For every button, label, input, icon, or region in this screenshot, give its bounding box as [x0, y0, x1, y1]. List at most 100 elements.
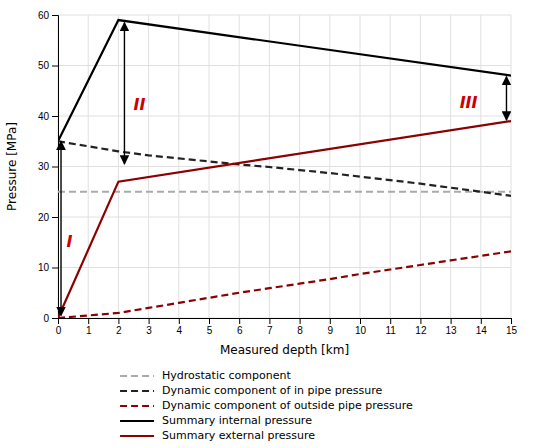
x-tick: 6: [237, 318, 243, 336]
x-tick-label: 13: [446, 325, 458, 336]
series-line: [58, 191, 511, 193]
series-line: [58, 141, 511, 196]
x-tick: 9: [328, 318, 334, 336]
x-tick-label: 8: [297, 325, 303, 336]
x-tick-label: 2: [116, 325, 122, 336]
grid-line-y: [58, 267, 511, 268]
legend-label: Summary external pressure: [162, 429, 315, 442]
legend-swatch: [120, 405, 154, 407]
y-axis: 0 10 20 30 40 50 60: [38, 10, 59, 324]
y-tick-mark: [52, 268, 58, 269]
legend-swatch: [120, 390, 154, 392]
series-line: [58, 121, 511, 318]
annotation-label: I: [66, 232, 72, 251]
x-tick-mark: [330, 318, 331, 324]
y-tick-label: 0: [43, 313, 49, 324]
y-tick: 60: [38, 10, 58, 21]
x-tick-mark: [269, 318, 270, 324]
grid-line-y: [58, 15, 511, 16]
x-tick: 12: [415, 318, 427, 336]
x-tick-mark: [360, 318, 361, 324]
y-tick: 30: [38, 161, 58, 172]
legend-item: Summary internal pressure: [120, 414, 312, 427]
annotation-arrow: [506, 77, 507, 120]
x-tick-label: 0: [56, 325, 62, 336]
x-tick: 14: [476, 318, 488, 336]
annotations: IIIIII: [61, 23, 506, 316]
series-line: [58, 20, 511, 141]
y-tick-label: 10: [38, 262, 50, 273]
legend-label: Dynamic component of outside pipe pressu…: [162, 399, 413, 412]
x-tick-label: 15: [506, 325, 518, 336]
x-tick-label: 3: [146, 325, 152, 336]
x-tick: 4: [177, 318, 183, 336]
legend-item: Summary external pressure: [120, 429, 315, 442]
y-tick-label: 40: [38, 111, 50, 122]
y-tick-mark: [52, 66, 58, 67]
x-tick-mark: [300, 318, 301, 324]
y-tick-label: 50: [38, 60, 50, 71]
y-tick: 10: [38, 262, 58, 273]
legend-label: Hydrostatic component: [162, 369, 291, 382]
x-tick-label: 12: [415, 325, 427, 336]
x-tick-mark: [88, 318, 89, 324]
plot: 01234567891011121314150102030405060IIIII…: [38, 10, 518, 336]
x-tick-label: 1: [86, 325, 92, 336]
y-tick: 20: [38, 212, 58, 223]
y-tick-label: 20: [38, 212, 50, 223]
grid: [58, 15, 511, 318]
grid-line-y: [58, 116, 511, 117]
y-tick: 50: [38, 60, 58, 71]
y-tick-mark: [52, 217, 58, 218]
legend: Hydrostatic component Dynamic component o…: [120, 369, 413, 442]
y-tick: 40: [38, 111, 58, 122]
y-axis-title: Pressure [MPa]: [5, 122, 19, 211]
annotation-arrow: [60, 141, 61, 315]
annotation-label: III: [460, 93, 478, 112]
x-tick-mark: [390, 318, 391, 324]
lines: [58, 20, 511, 318]
x-tick: 11: [386, 318, 397, 336]
legend-item: Dynamic component of outside pipe pressu…: [120, 399, 413, 412]
chart: 01234567891011121314150102030405060IIIII…: [0, 0, 533, 448]
x-tick-mark: [149, 318, 150, 324]
x-tick: 2: [116, 318, 122, 336]
y-tick-mark: [52, 167, 58, 168]
legend-swatch: [120, 375, 154, 377]
y-tick: 0: [43, 313, 58, 324]
x-tick: 13: [446, 318, 458, 336]
legend-label: Summary internal pressure: [162, 414, 312, 427]
y-axis-line: [52, 16, 59, 319]
x-tick-label: 6: [237, 325, 243, 336]
x-tick-label: 9: [328, 325, 334, 336]
x-tick: 8: [297, 318, 303, 336]
legend-swatch: [120, 420, 154, 422]
x-tick-label: 11: [386, 325, 397, 336]
x-axis-line: [59, 319, 512, 325]
x-axis-title: Measured depth [km]: [220, 343, 349, 357]
x-tick: 3: [146, 318, 152, 336]
x-tick: 10: [355, 318, 367, 336]
x-tick-mark: [209, 318, 210, 324]
legend-swatch: [120, 435, 154, 437]
x-tick-mark: [118, 318, 119, 324]
annotation-label: II: [134, 95, 146, 114]
grid-line-y: [58, 217, 511, 218]
y-tick-mark: [52, 15, 58, 16]
series-line: [58, 251, 511, 318]
x-tick-mark: [481, 318, 482, 324]
x-tick-mark: [179, 318, 180, 324]
y-tick-label: 30: [38, 161, 50, 172]
x-tick-mark: [239, 318, 240, 324]
x-tick-mark: [511, 318, 512, 324]
x-tick: 15: [506, 318, 518, 336]
y-tick-label: 60: [38, 10, 50, 21]
x-tick: 5: [207, 318, 213, 336]
x-axis: 0123456789101112131415: [56, 318, 518, 336]
y-tick-mark: [52, 318, 58, 319]
legend-label: Dynamic component of in pipe pressure: [162, 384, 382, 397]
annotation-arrow: [124, 23, 125, 164]
x-tick-mark: [420, 318, 421, 324]
x-tick: 7: [267, 318, 273, 336]
legend-item: Hydrostatic component: [120, 369, 291, 382]
